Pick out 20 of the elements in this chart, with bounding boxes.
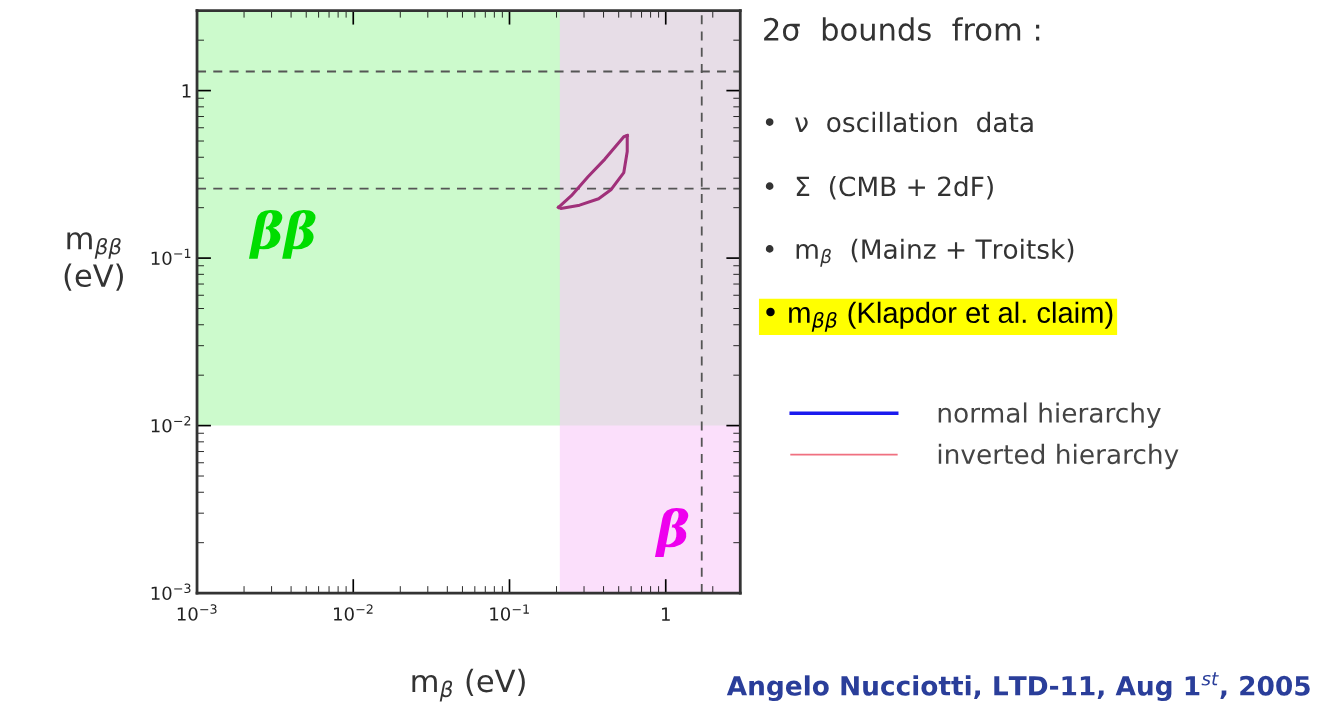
x-tick-label: 1 <box>661 607 670 621</box>
text: • ν oscillation data <box>765 111 1033 133</box>
band-label: β <box>654 508 689 557</box>
y-tick-label: 10$^{−3}$ <box>151 583 191 601</box>
text: • Σ (CMB + 2dF) <box>765 175 993 200</box>
y-tick-label: 10$^{−2}$ <box>151 416 191 433</box>
band-label: ββ <box>248 209 316 259</box>
y-tick-label: 1 <box>182 84 191 98</box>
x-tick-label: 10$^{−3}$ <box>177 604 217 621</box>
x-axis-title: m$_{β}$ (eV) <box>412 668 525 702</box>
y-tick-label: 10$^{−1}$ <box>151 248 191 266</box>
text: • m$_{ββ}$ (Klapdor et al. claim) <box>766 301 1113 332</box>
legend-label: inverted hierarchy <box>938 443 1179 470</box>
text: • m$_{β}$ (Mainz + Troitsk) <box>765 238 1074 267</box>
x-tick-label: 10$^{−1}$ <box>490 604 529 621</box>
legend-label: normal hierarchy <box>938 402 1161 428</box>
text: 2σ bounds from : <box>764 17 1040 41</box>
x-tick-label: 10$^{−2}$ <box>334 604 373 621</box>
text: Angelo Nucciotti, LTD-11, Aug 1$^{st}$, 2005 <box>726 672 1310 702</box>
y-axis-title: m$_{ββ}$ (eV) <box>64 232 123 291</box>
